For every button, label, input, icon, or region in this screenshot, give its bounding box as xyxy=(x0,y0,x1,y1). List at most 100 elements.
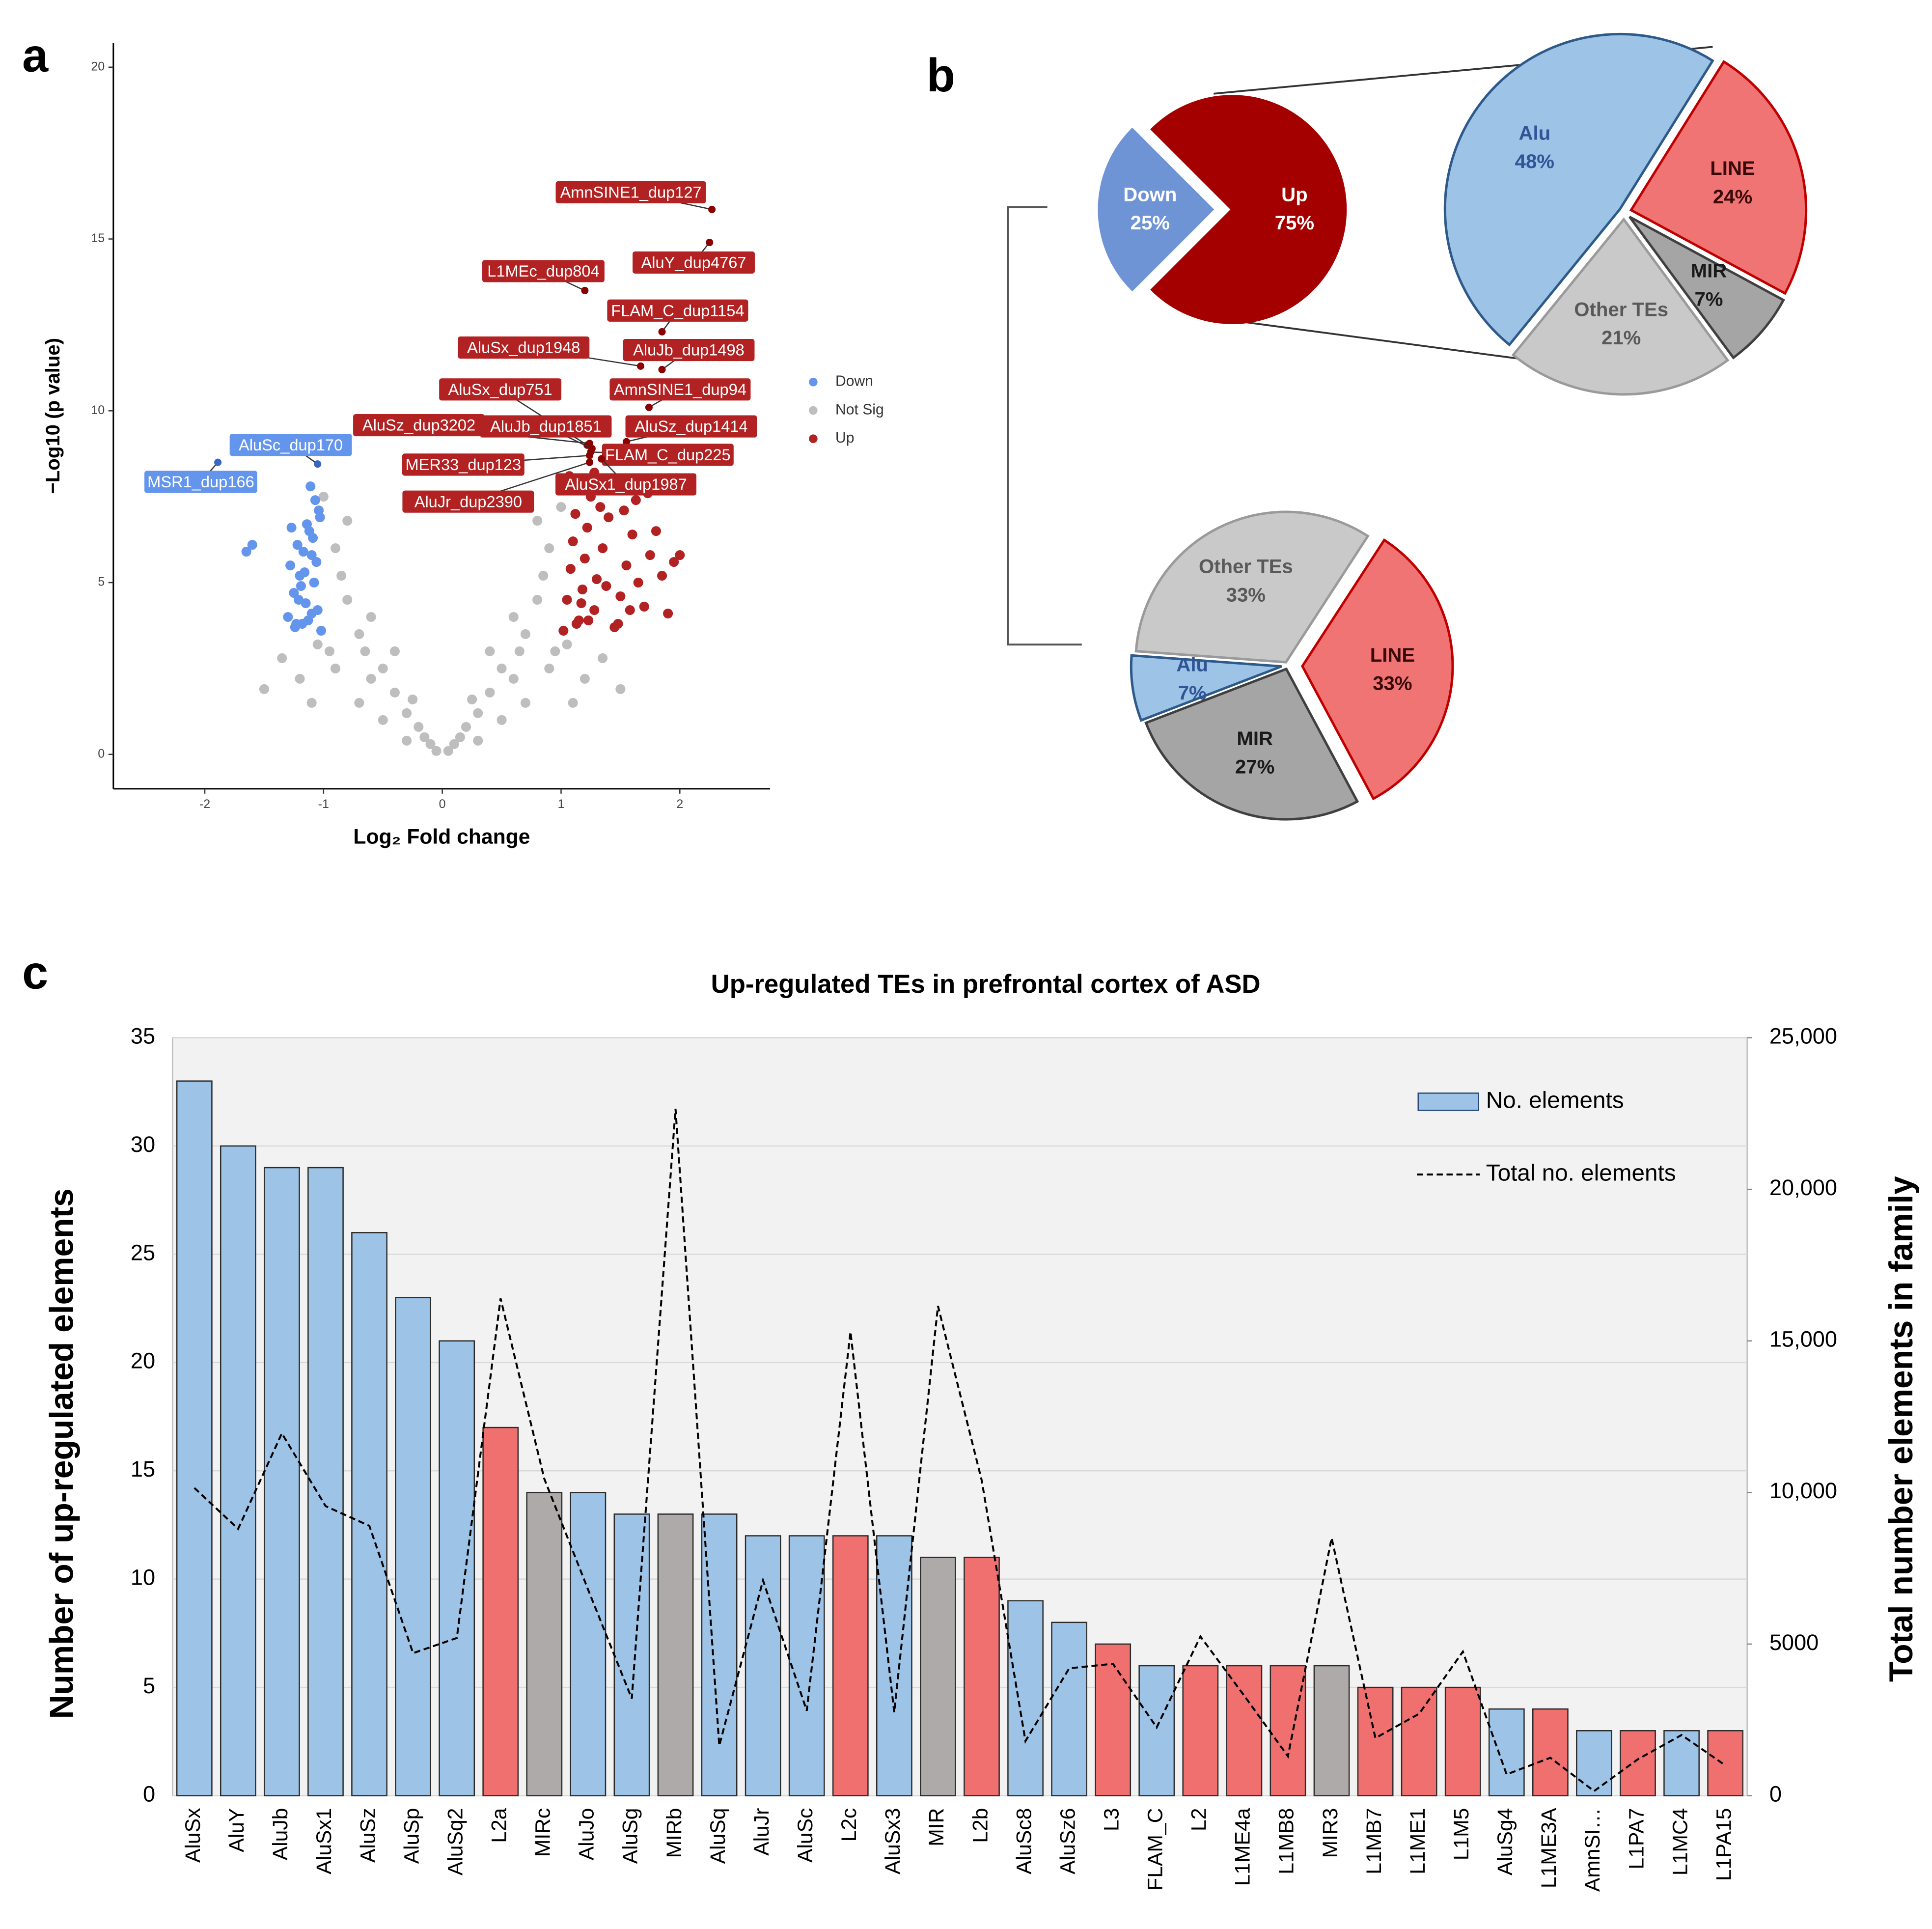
point xyxy=(544,543,554,554)
point-label: AluSx_dup1948 xyxy=(467,338,580,357)
point xyxy=(473,708,483,718)
point xyxy=(306,698,317,708)
point-label: L1MEc_dup804 xyxy=(487,262,599,280)
bar xyxy=(1226,1665,1263,1796)
point xyxy=(485,687,495,698)
point xyxy=(247,540,257,550)
y-tick-label: 30 xyxy=(131,1132,155,1157)
bar xyxy=(1357,1686,1394,1796)
point xyxy=(627,530,637,540)
point xyxy=(582,523,592,533)
point-label: FLAM_C_dup1154 xyxy=(611,301,744,319)
slice-name: Down xyxy=(1123,184,1177,206)
pie-slice xyxy=(1150,95,1347,324)
y-tick-label: 15 xyxy=(131,1456,155,1482)
bar xyxy=(1401,1686,1437,1796)
point xyxy=(414,722,424,732)
slice-value: 7% xyxy=(1178,682,1207,704)
y2-tick-label: 15,000 xyxy=(1769,1327,1837,1352)
x-tick-label: L1MB8 xyxy=(1275,1808,1298,1874)
bar xyxy=(439,1340,475,1796)
point xyxy=(354,629,364,639)
y-tick-label: 10 xyxy=(131,1565,155,1590)
bar xyxy=(526,1492,563,1796)
pie-slice xyxy=(1511,217,1730,396)
point xyxy=(298,547,308,557)
point xyxy=(571,618,581,629)
legend-label: Total no. elements xyxy=(1486,1160,1676,1186)
point xyxy=(419,732,430,742)
point-label: AluJr_dup2390 xyxy=(414,492,522,510)
x-tick-label: MIR3 xyxy=(1319,1808,1342,1858)
point-label: AluY_dup4767 xyxy=(641,253,746,272)
slice-name: MIR xyxy=(1691,260,1727,282)
label-box xyxy=(555,473,697,496)
point xyxy=(296,581,306,591)
point xyxy=(570,509,580,519)
point xyxy=(312,639,323,649)
point-label: AluSz_dup1414 xyxy=(635,417,747,435)
x-tick-label: AluSc8 xyxy=(1012,1808,1036,1874)
label-box xyxy=(609,378,751,401)
bar xyxy=(1532,1708,1569,1796)
x-tick-label: AluSz6 xyxy=(1056,1808,1079,1874)
x-tick-label: AluY xyxy=(225,1808,248,1852)
slice-value: 25% xyxy=(1131,212,1170,234)
point xyxy=(354,698,364,708)
point xyxy=(520,629,530,639)
point xyxy=(425,739,436,749)
x-tick-label: -2 xyxy=(199,797,210,811)
slice-name: LINE xyxy=(1710,157,1755,179)
label-box xyxy=(458,336,590,359)
annotated-point xyxy=(622,438,631,446)
pie-slice xyxy=(1628,216,1785,360)
point xyxy=(289,587,299,598)
bar xyxy=(788,1535,825,1796)
label-box xyxy=(439,378,562,401)
x-tick-label: AluSq2 xyxy=(443,1808,467,1876)
bar xyxy=(176,1080,213,1796)
point-label: AmnSINE1_dup94 xyxy=(614,380,746,398)
x-tick-label: L3 xyxy=(1100,1808,1123,1831)
annotated-point xyxy=(214,458,222,466)
bar xyxy=(1707,1730,1744,1796)
x-tick-label: L1MB7 xyxy=(1362,1808,1386,1874)
bar xyxy=(701,1513,738,1796)
point xyxy=(311,557,322,567)
point xyxy=(565,564,576,574)
point xyxy=(538,571,549,581)
bar xyxy=(657,1513,694,1796)
y2-tick-label: 20,000 xyxy=(1769,1175,1837,1200)
x-tick-label: L2b xyxy=(968,1808,992,1843)
annotated-point xyxy=(314,460,322,468)
point xyxy=(639,601,649,612)
slice-value: 33% xyxy=(1226,584,1266,606)
point xyxy=(625,605,635,615)
pie-slice xyxy=(1629,60,1808,295)
bar xyxy=(832,1535,869,1796)
annotated-point xyxy=(708,205,716,213)
point xyxy=(241,547,251,557)
point-label: FLAM_C_dup225 xyxy=(605,446,731,464)
pie-slice xyxy=(1098,127,1214,292)
x-tick-label: AluSz xyxy=(356,1808,380,1863)
label-box xyxy=(625,415,757,438)
point xyxy=(508,612,519,622)
bar xyxy=(1663,1730,1700,1796)
bar xyxy=(570,1492,607,1796)
point xyxy=(294,594,304,605)
label-box xyxy=(633,251,755,274)
point xyxy=(473,735,483,746)
x-tick-label: AluSp xyxy=(400,1808,423,1864)
point xyxy=(663,608,673,619)
slice-name: Other TEs xyxy=(1574,298,1668,320)
point xyxy=(568,536,578,547)
y-axis-label: −Log10 (p value) xyxy=(42,338,64,494)
point xyxy=(508,673,519,684)
y-tick-label: 0 xyxy=(98,747,105,760)
bar xyxy=(1182,1665,1219,1796)
y-axis-label: Number of up-regulated elements xyxy=(43,1188,80,1719)
point-label: AluSc_dup170 xyxy=(239,436,343,454)
point xyxy=(514,646,524,656)
x-tick-label: 0 xyxy=(439,797,446,811)
